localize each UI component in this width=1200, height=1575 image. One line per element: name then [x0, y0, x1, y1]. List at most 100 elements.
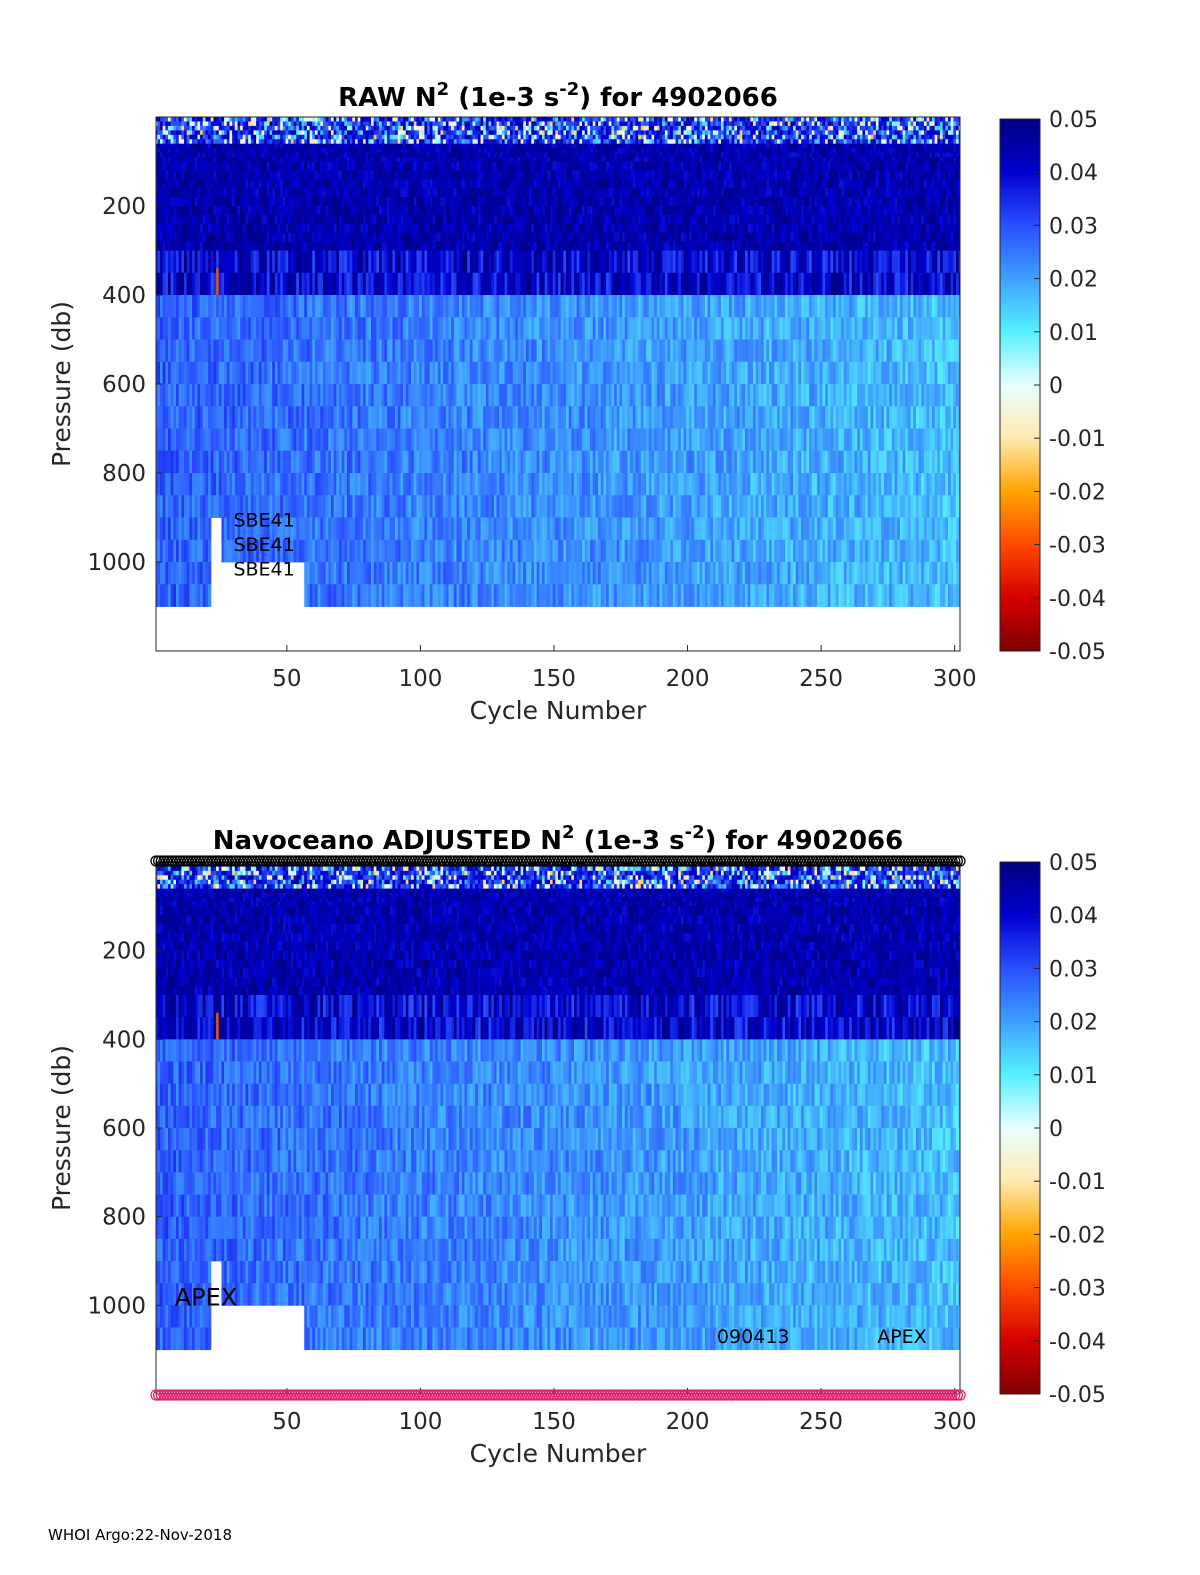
row-marker — [791, 855, 803, 867]
row-marker — [201, 855, 213, 867]
row-marker — [826, 855, 838, 867]
row-marker — [169, 855, 181, 867]
x-tick-label: 50 — [272, 666, 301, 692]
row-marker — [633, 1389, 646, 1401]
row-marker — [719, 855, 731, 867]
row-marker — [882, 855, 894, 867]
row-marker — [943, 855, 955, 867]
row-marker — [521, 1389, 533, 1401]
row-marker — [695, 1389, 707, 1401]
row-marker — [254, 855, 266, 867]
row-marker — [486, 855, 499, 867]
row-marker — [716, 1389, 728, 1401]
title-superscript: 2 — [562, 822, 575, 843]
y-tick-label: 800 — [102, 1205, 146, 1231]
row-marker — [882, 1389, 894, 1401]
row-marker — [708, 855, 720, 867]
row-marker — [259, 855, 272, 867]
x-axis-label: Cycle Number — [470, 696, 647, 725]
row-marker — [810, 1389, 822, 1401]
row-marker — [366, 855, 379, 867]
row-marker — [756, 1389, 768, 1401]
row-marker — [681, 1389, 694, 1401]
x-tick-label: 250 — [799, 1409, 843, 1435]
row-marker — [836, 1389, 849, 1401]
row-marker — [353, 1389, 365, 1401]
row-marker — [158, 1389, 170, 1401]
y-tick-label: 1000 — [87, 550, 146, 576]
row-marker — [396, 1389, 408, 1401]
row-marker — [927, 855, 939, 867]
row-marker — [631, 1389, 643, 1401]
x-tick-label: 250 — [799, 666, 843, 692]
row-marker — [721, 855, 734, 867]
row-marker — [623, 1389, 635, 1401]
row-marker — [852, 1389, 865, 1401]
row-marker — [262, 855, 274, 867]
row-marker — [657, 855, 670, 867]
row-marker — [858, 1389, 870, 1401]
row-marker — [329, 1389, 341, 1401]
row-marker — [505, 855, 517, 867]
row-marker — [591, 855, 603, 867]
row-marker — [868, 1389, 881, 1401]
row-marker — [543, 1389, 555, 1401]
row-marker — [756, 855, 768, 867]
row-marker — [628, 855, 640, 867]
row-marker — [404, 855, 416, 867]
row-marker — [158, 855, 170, 867]
row-marker — [887, 1389, 899, 1401]
row-marker — [625, 1389, 638, 1401]
row-marker — [481, 855, 493, 867]
row-marker — [238, 855, 250, 867]
row-marker — [553, 855, 565, 867]
row-marker — [633, 855, 646, 867]
row-marker — [356, 855, 368, 867]
row-marker — [337, 855, 349, 867]
row-marker — [430, 1389, 443, 1401]
row-marker — [729, 1389, 742, 1401]
row-marker — [444, 1389, 456, 1401]
row-marker — [286, 1389, 298, 1401]
row-marker — [927, 1389, 939, 1401]
row-marker — [577, 855, 590, 867]
row-marker — [548, 1389, 560, 1401]
row-marker — [321, 1389, 333, 1401]
row-marker — [585, 855, 598, 867]
row-marker — [404, 1389, 416, 1401]
row-marker — [951, 1389, 963, 1401]
row-marker — [601, 855, 614, 867]
row-marker — [489, 1389, 501, 1401]
row-marker — [844, 1389, 857, 1401]
row-marker — [916, 855, 929, 867]
row-marker — [631, 855, 643, 867]
row-marker — [545, 1389, 557, 1401]
row-marker — [198, 855, 210, 867]
row-marker — [887, 855, 899, 867]
row-marker — [190, 855, 202, 867]
row-marker — [478, 1389, 491, 1401]
row-marker — [380, 855, 392, 867]
row-marker — [174, 1389, 186, 1401]
row-marker — [481, 1389, 493, 1401]
row-marker — [286, 855, 298, 867]
row-marker — [671, 1389, 683, 1401]
row-marker — [396, 855, 408, 867]
row-marker — [556, 1389, 568, 1401]
x-tick-label: 200 — [666, 666, 710, 692]
colorbar-tick-label: 0.03 — [1049, 214, 1098, 239]
row-marker — [569, 1389, 582, 1401]
y-tick-label: 800 — [102, 461, 146, 487]
row-marker — [815, 855, 827, 867]
row-marker — [748, 855, 760, 867]
row-marker — [390, 1389, 403, 1401]
row-marker — [687, 855, 699, 867]
row-marker — [161, 1389, 173, 1401]
row-marker — [452, 1389, 464, 1401]
row-marker — [537, 855, 549, 867]
row-marker — [369, 855, 381, 867]
row-marker — [364, 1389, 376, 1401]
row-marker — [540, 855, 552, 867]
row-marker — [799, 1389, 811, 1401]
row-marker — [291, 855, 304, 867]
